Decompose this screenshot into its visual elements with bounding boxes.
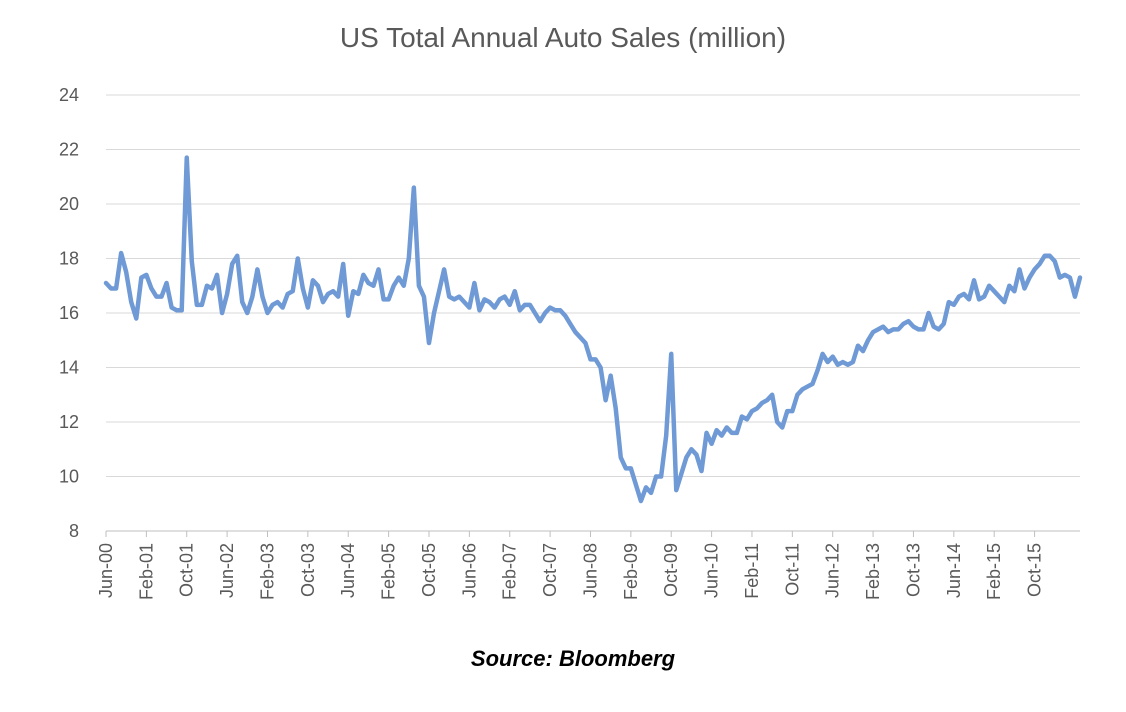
x-tick-label: Feb-05 <box>379 543 399 600</box>
y-tick-label: 12 <box>59 412 79 432</box>
x-tick-label: Feb-15 <box>984 543 1004 600</box>
x-tick-label: Feb-13 <box>863 543 883 600</box>
x-tick-label: Feb-07 <box>500 543 520 600</box>
y-tick-label: 8 <box>69 521 79 541</box>
x-tick-label: Jun-04 <box>338 543 358 598</box>
y-tick-label: 22 <box>59 140 79 160</box>
x-tick-label: Oct-03 <box>298 543 318 597</box>
x-tick-label: Oct-05 <box>419 543 439 597</box>
x-tick-label: Oct-11 <box>782 543 802 596</box>
x-tick-label: Jun-06 <box>459 543 479 598</box>
x-tick-label: Feb-01 <box>136 543 156 600</box>
y-tick-label: 24 <box>59 85 79 105</box>
y-tick-label: 20 <box>59 194 79 214</box>
x-tick-label: Jun-08 <box>580 543 600 598</box>
x-tick-label: Jun-10 <box>702 543 722 598</box>
y-tick-label: 16 <box>59 303 79 323</box>
series-line-auto-sales <box>103 155 1083 504</box>
x-tick-label: Feb-11 <box>742 543 762 599</box>
y-tick-label: 18 <box>59 249 79 269</box>
source-note: Source: Bloomberg <box>470 646 676 671</box>
x-tick-label: Oct-15 <box>1025 543 1045 597</box>
x-axis: Jun-00 Feb-01 Oct-01 Jun-02 Feb-03 Oct-03 Jun-… <box>96 530 1080 600</box>
x-tick-label: Jun-14 <box>944 543 964 598</box>
data-series <box>103 155 1083 504</box>
x-tick-label: Feb-03 <box>257 543 277 600</box>
y-axis-tick-labels: 8 10 12 14 16 18 20 22 24 <box>59 85 79 541</box>
x-tick-label: Oct-01 <box>177 543 197 597</box>
x-tick-label: Oct-07 <box>540 543 560 597</box>
x-tick-label: Jun-02 <box>217 543 237 598</box>
x-tick-label: Oct-09 <box>661 543 681 597</box>
x-tick-label: Jun-00 <box>96 543 116 598</box>
y-tick-label: 10 <box>59 467 79 487</box>
x-tick-label: Oct-13 <box>903 543 923 597</box>
x-tick-label: Feb-09 <box>621 543 641 600</box>
y-tick-label: 14 <box>59 358 79 378</box>
x-tick-label: Jun-12 <box>823 543 843 598</box>
chart-title: US Total Annual Auto Sales (million) <box>339 22 787 53</box>
